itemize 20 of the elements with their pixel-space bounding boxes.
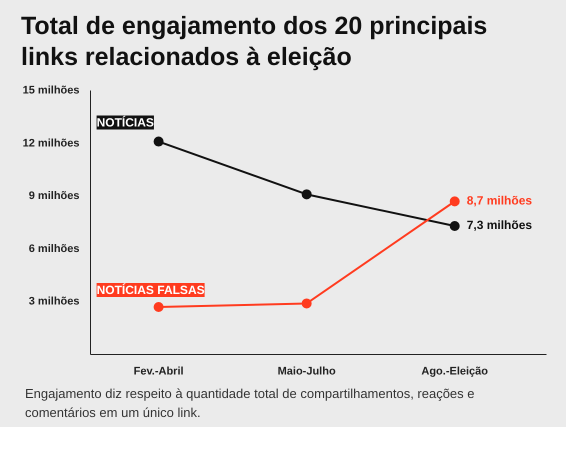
x-tick-label: Fev.-Abril: [134, 366, 184, 378]
point: [450, 221, 460, 232]
y-tick-label: 12 milhões: [22, 137, 80, 150]
point: [154, 136, 164, 147]
data-label: 7,3 milhões: [466, 218, 532, 232]
x-tick-label: Ago.-Eleição: [421, 366, 488, 378]
series-label: NOTÍCIAS FALSAS: [96, 282, 205, 297]
point: [302, 189, 312, 200]
text: Engajamento diz respeito à quantidade total de compartilhamentos, reações e comentários em um único link.: [25, 385, 476, 422]
data-label: 8,7 milhões: [466, 193, 532, 208]
y-tick-label: 6 milhões: [28, 242, 80, 255]
point: [302, 298, 312, 308]
x-tick-label: Maio-Julho: [278, 366, 336, 378]
y-tick-label: 9 milhões: [28, 190, 80, 202]
point: [450, 196, 460, 206]
chart-title: Total de engajamento dos 20 principais links relacionados à eleição: [21, 11, 488, 73]
y-tick-label: 15 milhões: [22, 84, 80, 96]
y-tick-label: 3 milhões: [28, 296, 80, 308]
point: [154, 302, 164, 312]
series-label: NOTÍCIAS: [96, 116, 154, 130]
